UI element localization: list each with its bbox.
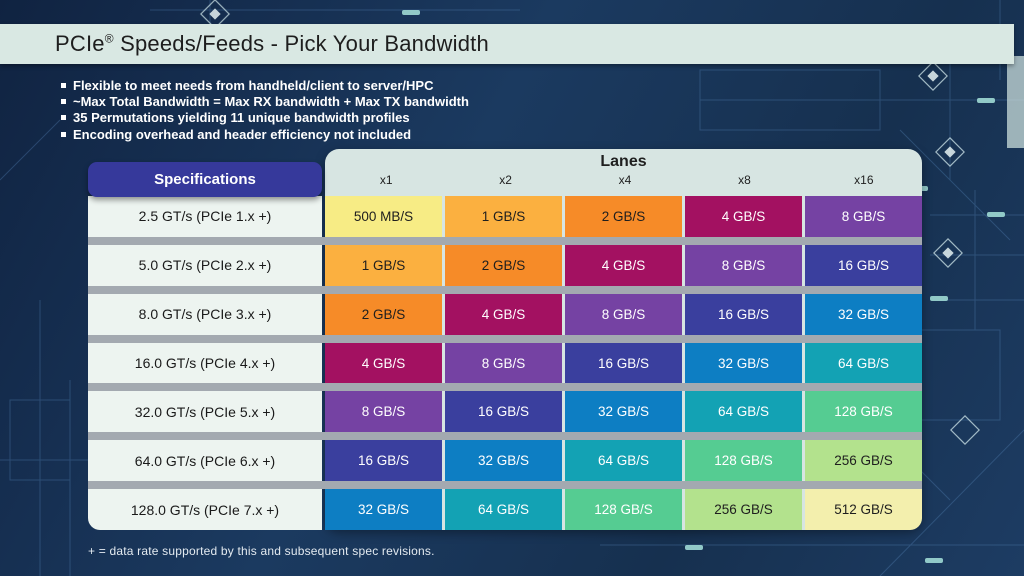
lane-column-label: x4 <box>618 173 632 187</box>
bandwidth-cell: 64 GB/S <box>445 489 562 531</box>
bandwidth-cell: 8 GB/S <box>445 342 562 384</box>
spec-label: 16.0 GT/s (PCIe 4.x +) <box>88 342 322 384</box>
bandwidth-table: 2.5 GT/s (PCIe 1.x +) 500 MB/S 1 GB/S 2 GB/… <box>88 196 922 531</box>
row-separator <box>88 334 922 343</box>
bandwidth-cell: 2 GB/S <box>325 293 442 335</box>
slide-title: PCIe® Speeds/Feeds - Pick Your Bandwidth <box>55 31 489 57</box>
slide-title-brand: PCIe <box>55 31 105 56</box>
bullet-item: 35 Permutations yielding 11 unique bandw… <box>61 110 469 126</box>
bandwidth-cell: 32 GB/S <box>685 342 802 384</box>
bandwidth-cell: 4 GB/S <box>325 342 442 384</box>
bullet-text: ~Max Total Bandwidth = Max RX bandwidth … <box>73 93 469 109</box>
bandwidth-cell: 64 GB/S <box>685 391 802 433</box>
slide-title-bar: PCIe® Speeds/Feeds - Pick Your Bandwidth <box>0 24 1014 64</box>
bandwidth-cell: 500 MB/S <box>325 196 442 237</box>
spec-label: 2.5 GT/s (PCIe 1.x +) <box>88 196 322 237</box>
registered-trademark-symbol: ® <box>104 31 114 46</box>
bandwidth-cell: 512 GB/S <box>805 489 922 531</box>
lanes-group-header: Lanes <box>600 153 647 170</box>
bandwidth-cell: 32 GB/S <box>805 293 922 335</box>
lane-column-label: x16 <box>854 173 874 187</box>
spec-row: 5.0 GT/s (PCIe 2.x +) 1 GB/S 2 GB/S 4 GB/S 8… <box>88 244 922 286</box>
bandwidth-cell: 4 GB/S <box>565 244 682 286</box>
bandwidth-cell: 8 GB/S <box>805 196 922 237</box>
row-separator <box>88 236 922 245</box>
row-separator <box>88 383 922 392</box>
spec-label: 8.0 GT/s (PCIe 3.x +) <box>88 293 322 335</box>
spec-row: 128.0 GT/s (PCIe 7.x +) 32 GB/S 64 GB/S 128… <box>88 489 922 531</box>
spec-label: 5.0 GT/s (PCIe 2.x +) <box>88 244 322 286</box>
bandwidth-cell: 256 GB/S <box>805 440 922 482</box>
bandwidth-cell: 256 GB/S <box>685 489 802 531</box>
bandwidth-cell: 32 GB/S <box>325 489 442 531</box>
spec-label: 64.0 GT/s (PCIe 6.x +) <box>88 440 322 482</box>
bullet-marker-icon <box>61 98 66 104</box>
bandwidth-cell: 8 GB/S <box>565 293 682 335</box>
bullet-marker-icon <box>61 82 66 88</box>
bandwidth-cell: 128 GB/S <box>565 489 682 531</box>
bullet-item: Encoding overhead and header efficiency … <box>61 126 469 142</box>
bandwidth-cell: 2 GB/S <box>565 196 682 237</box>
bandwidth-cell: 16 GB/S <box>565 342 682 384</box>
bandwidth-cell: 128 GB/S <box>685 440 802 482</box>
lane-column-headers: x1 x2 x4 x8 x16 <box>328 173 922 190</box>
bandwidth-cell: 16 GB/S <box>685 293 802 335</box>
bandwidth-cell: 2 GB/S <box>445 244 562 286</box>
bullet-text: 35 Permutations yielding 11 unique bandw… <box>73 110 410 126</box>
bandwidth-cell: 16 GB/S <box>325 440 442 482</box>
row-separator <box>88 432 922 441</box>
bullet-marker-icon <box>61 115 66 121</box>
bandwidth-cell: 128 GB/S <box>805 391 922 433</box>
bandwidth-cell: 32 GB/S <box>445 440 562 482</box>
spec-row: 8.0 GT/s (PCIe 3.x +) 2 GB/S 4 GB/S 8 GB/S 1… <box>88 293 922 335</box>
bullet-list: Flexible to meet needs from handheld/cli… <box>61 77 469 142</box>
spec-label: 32.0 GT/s (PCIe 5.x +) <box>88 391 322 433</box>
bullet-item: ~Max Total Bandwidth = Max RX bandwidth … <box>61 93 469 109</box>
lane-column-label: x1 <box>379 173 393 187</box>
bullet-text: Encoding overhead and header efficiency … <box>73 126 412 142</box>
bandwidth-cell: 1 GB/S <box>325 244 442 286</box>
bandwidth-cell: 4 GB/S <box>445 293 562 335</box>
bandwidth-cell: 8 GB/S <box>685 244 802 286</box>
spec-label: 128.0 GT/s (PCIe 7.x +) <box>88 489 322 531</box>
specifications-header: Specifications <box>88 162 322 197</box>
bandwidth-cell: 16 GB/S <box>445 391 562 433</box>
bullet-item: Flexible to meet needs from handheld/cli… <box>61 77 469 93</box>
row-separator <box>88 285 922 294</box>
lane-column-label: x2 <box>499 173 512 187</box>
row-separator <box>88 481 922 490</box>
footnote: + = data rate supported by this and subs… <box>88 544 435 558</box>
bandwidth-cell: 16 GB/S <box>805 244 922 286</box>
bandwidth-cell: 64 GB/S <box>565 440 682 482</box>
bullet-marker-icon <box>61 131 66 137</box>
lane-column-label: x8 <box>738 173 751 187</box>
spec-row: 32.0 GT/s (PCIe 5.x +) 8 GB/S 16 GB/S 32 GB… <box>88 391 922 433</box>
bandwidth-cell: 8 GB/S <box>325 391 442 433</box>
bullet-text: Flexible to meet needs from handheld/cli… <box>73 77 434 93</box>
bandwidth-cell: 32 GB/S <box>565 391 682 433</box>
spec-row: 16.0 GT/s (PCIe 4.x +) 4 GB/S 8 GB/S 16 GB/… <box>88 342 922 384</box>
spec-row: 2.5 GT/s (PCIe 1.x +) 500 MB/S 1 GB/S 2 GB/… <box>88 196 922 237</box>
bandwidth-cell: 64 GB/S <box>805 342 922 384</box>
spec-row: 64.0 GT/s (PCIe 6.x +) 16 GB/S 32 GB/S 64 G… <box>88 440 922 482</box>
bandwidth-cell: 1 GB/S <box>445 196 562 237</box>
slide-title-rest: Speeds/Feeds - Pick Your Bandwidth <box>113 31 489 56</box>
bandwidth-cell: 4 GB/S <box>685 196 802 237</box>
